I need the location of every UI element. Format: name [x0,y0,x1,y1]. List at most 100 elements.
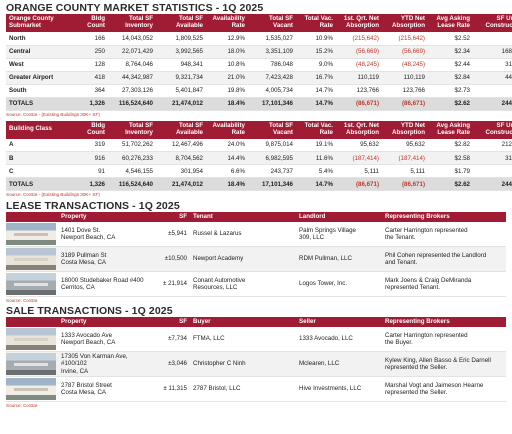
table-cell: (215,642) [335,32,381,46]
table-cell: 5,111 [381,164,427,178]
city-line: Costa Mesa, CA [61,259,107,266]
address-line: 17305 Von Karman Ave, #100/102 [61,353,128,368]
col-header: SF [156,317,190,327]
col-header: Availability Rate [205,14,247,32]
table-cell: 18.4% [205,97,247,111]
table-cell: C [6,164,72,178]
submarket-row: West 128 8,764,046 948,341 10.8% 786,048 9.0%(… [6,58,512,72]
table-cell: (86,671) [381,177,427,191]
representing-brokers: Mark Joens & Craig DeMiranda represented … [382,271,506,297]
col-header: Orange County Submarket [6,14,72,32]
table-cell: 123,766 [381,84,427,98]
table-cell: 1,535,027 [247,32,295,46]
table-cell: 21.0% [205,71,247,85]
brokers-line: the Buyer. [385,339,413,346]
property-photo-cell [6,246,58,272]
representing-brokers: Carter Harrington represented the Buyer. [382,327,506,352]
table-cell: 14.7% [295,177,335,191]
totals-row: TOTALS 1,326 116,524,640 21,474,012 18.4% 17,… [6,177,512,191]
table-cell: TOTALS [6,177,72,191]
city-line: Irvine, CA [61,367,89,375]
table-cell: 916 [72,151,107,165]
representing-brokers: Carter Harrington represented the Tenant. [382,222,506,247]
table-cell: 19.8% [205,84,247,98]
col-header: 1st. Qrt. Net Absorption [335,14,381,32]
table-cell: 116,524,640 [107,97,155,111]
table-cell: 110,119 [381,71,427,85]
col-header: Avg Asking Lease Rate [427,14,472,32]
brokers-line: Mark Joens & Craig DeMiranda [385,276,472,284]
table-row: 3189 Pullman St Costa Mesa, CA ±10,500 Newp… [6,246,506,272]
property-photo-cell [6,351,58,377]
table-cell: (56,669) [335,45,381,59]
col-header: 1st. Qrt. Net Absorption [335,120,381,139]
table-cell: 31,585 [472,151,512,165]
col-header: Total Vac. Rate [295,120,335,139]
submarket-rows: North 166 14,043,052 1,809,525 12.9% 1,535,02… [6,32,512,111]
city-line: Newport Beach, CA [61,234,116,241]
table-cell: $2.73 [427,84,472,98]
table-cell: 14.7% [295,97,335,111]
name-line: Mclearen, LLC [299,360,340,368]
name-line: 309, LLC [299,234,325,241]
table-cell: 10.9% [295,32,335,46]
brokers-line: the Tenant. [385,234,416,241]
col-header: Property [58,317,156,327]
table-cell: 95,632 [381,138,427,152]
table-cell: 27,303,126 [107,84,155,98]
name-line: Conant Automotive [193,276,246,284]
table-cell: 5,401,847 [155,84,205,98]
table-cell: 319 [72,138,107,152]
brokers-line: represented Tenant. [385,284,440,291]
table-cell: 18.4% [205,177,247,191]
brokers-line: and Tenant. [385,259,418,266]
sf-value: ±7,734 [156,327,190,352]
property-address: 1401 Dove St. Newport Beach, CA [58,222,156,247]
property-photo-cell [6,376,58,402]
property-photo [6,248,56,270]
table-cell: 128 [72,58,107,72]
table-cell: 19.1% [295,138,335,152]
table-cell: $1.79 [427,164,472,178]
representing-brokers: Marshal Vogt and Jaimeson Hearne represen… [382,376,506,402]
table-cell: 44,342,987 [107,71,155,85]
col-header: Bldg Count [72,14,107,32]
seller-name: Mclearen, LLC [296,351,382,377]
table-cell: 44,832 [472,71,512,85]
table-cell: South [6,84,72,98]
table-cell: 10.8% [205,58,247,72]
table-cell: 12.9% [205,32,247,46]
address-line: 1333 Avocado Ave [61,331,113,339]
sf-value: ±3,046 [156,351,190,377]
name-line: FTMA, LLC [193,335,225,343]
property-photo [6,273,56,295]
col-header: Total SF Inventory [107,120,155,139]
table-cell: 244,554 [472,177,512,191]
table-cell: 116,524,640 [107,177,155,191]
col-header: Property [58,212,156,222]
building-windows [14,363,48,366]
building-class-table: Building Class Bldg Count Total SF Inven… [6,120,512,191]
brokers-line: Kylew King, Allen Basso & Eric Darnell [385,356,491,364]
sale-header-row: Property SF Buyer Seller Representing Br… [6,317,506,327]
sf-value: ±5,941 [156,222,190,247]
table-cell: 786,048 [247,58,295,72]
brokers-line: Marshal Vogt and Jaimeson Hearne [385,381,484,389]
table-cell: Greater Airport [6,71,72,85]
building-rows: A 319 51,702,262 12,467,496 24.0% 9,875,014 19… [6,138,512,191]
table-cell: TOTALS [6,97,72,111]
table-cell: 6,982,595 [247,151,295,165]
col-header: YTD Net Absorption [381,14,427,32]
property-photo-cell [6,222,58,247]
table-cell: 5,111 [335,164,381,178]
table-cell: 1,326 [72,97,107,111]
property-photo [6,378,56,400]
table-cell: $2.62 [427,177,472,191]
table-cell: 250 [72,45,107,59]
tenant-name: Newport Academy [190,246,296,272]
table-cell: 31,585 [472,58,512,72]
building-windows [14,258,48,261]
table-row: 1401 Dove St. Newport Beach, CA ±5,941 Russ… [6,222,506,247]
col-header: Total SF Vacant [247,120,295,139]
table-cell: 8,764,046 [107,58,155,72]
